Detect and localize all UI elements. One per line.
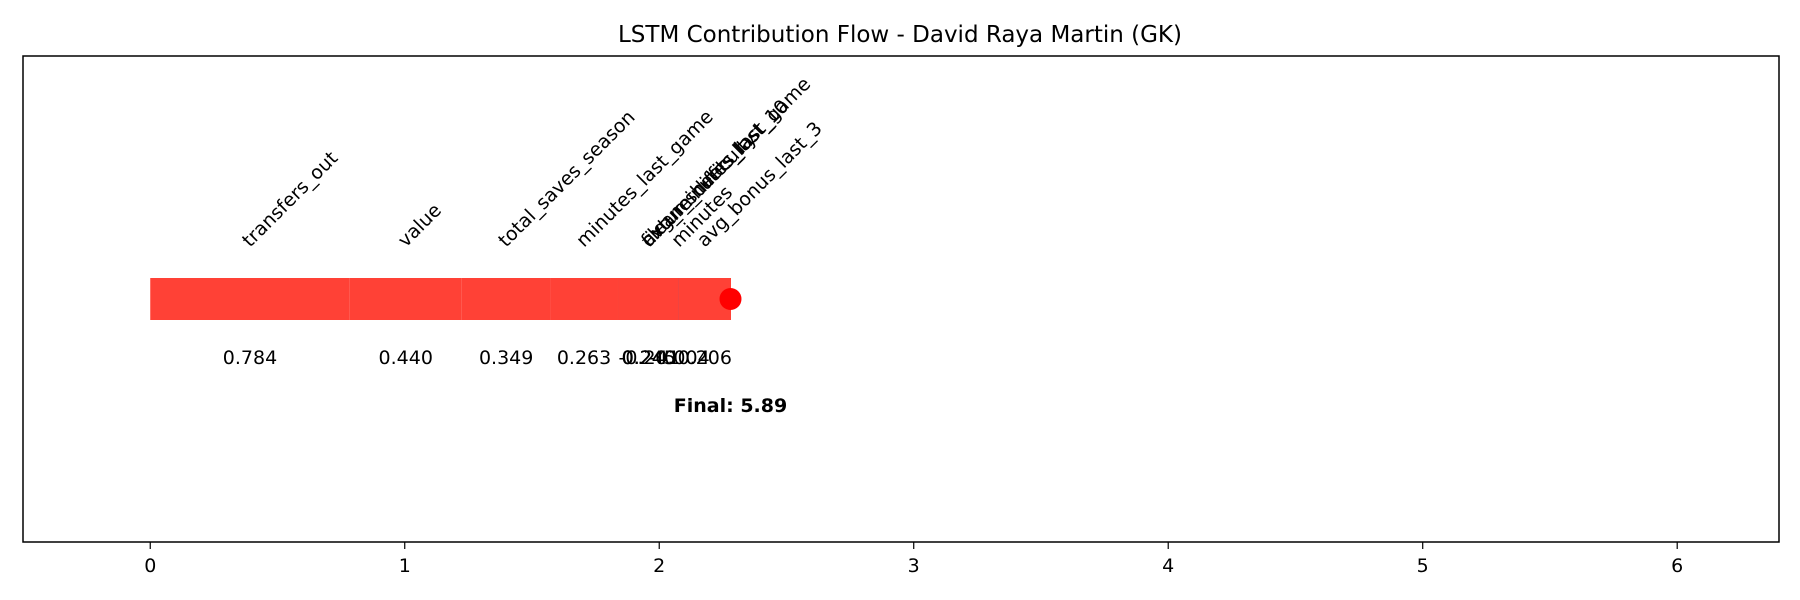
x-tick-label: 5 (1417, 555, 1429, 577)
plot-frame (22, 55, 1780, 543)
feature-label: value (394, 199, 446, 251)
x-tick-label: 1 (399, 555, 411, 577)
final-label: Final: 5.89 (674, 395, 787, 417)
value-label: 0.240 (622, 347, 676, 369)
value-labels: 0.784 0.440 0.349 0.263 0.245-0.2410.240-0.0… (223, 347, 732, 369)
value-label: 0.245 (621, 347, 675, 369)
x-tick-label: 2 (653, 555, 665, 577)
final-group: Final: 5.89 (674, 288, 787, 417)
final-marker (719, 288, 742, 310)
feature-labels: transfers_out value total_saves_seasonminu… (238, 73, 827, 252)
x-tick-label: 0 (144, 555, 156, 577)
feature-label: transfers_out (238, 147, 342, 251)
value-label: 0.440 (379, 347, 433, 369)
bar-segment-value (349, 278, 462, 320)
x-tick-label: 4 (1162, 555, 1174, 577)
value-label: 0.349 (479, 347, 533, 369)
value-label: 0.263 (557, 347, 611, 369)
feature-label: total_saves_season (494, 106, 639, 251)
chart-title: LSTM Contribution Flow - David Raya Mart… (618, 22, 1182, 48)
bar-segment-minutes_last_game (550, 278, 618, 320)
bar-segment-fixture_difficulty (618, 278, 680, 320)
x-axis: 0 1 2 3 4 5 6 (144, 542, 1683, 577)
value-label: -0.004 (648, 347, 709, 369)
value-label: 0.206 (678, 347, 732, 369)
bar-segment-transfers_out (150, 278, 350, 320)
bar-segments (150, 278, 731, 320)
value-label: -0.241 (619, 347, 680, 369)
x-tick-label: 6 (1671, 555, 1683, 577)
value-label: 0.784 (223, 347, 277, 369)
bar-segment-total_saves_season (461, 278, 551, 320)
x-tick-label: 3 (908, 555, 920, 577)
